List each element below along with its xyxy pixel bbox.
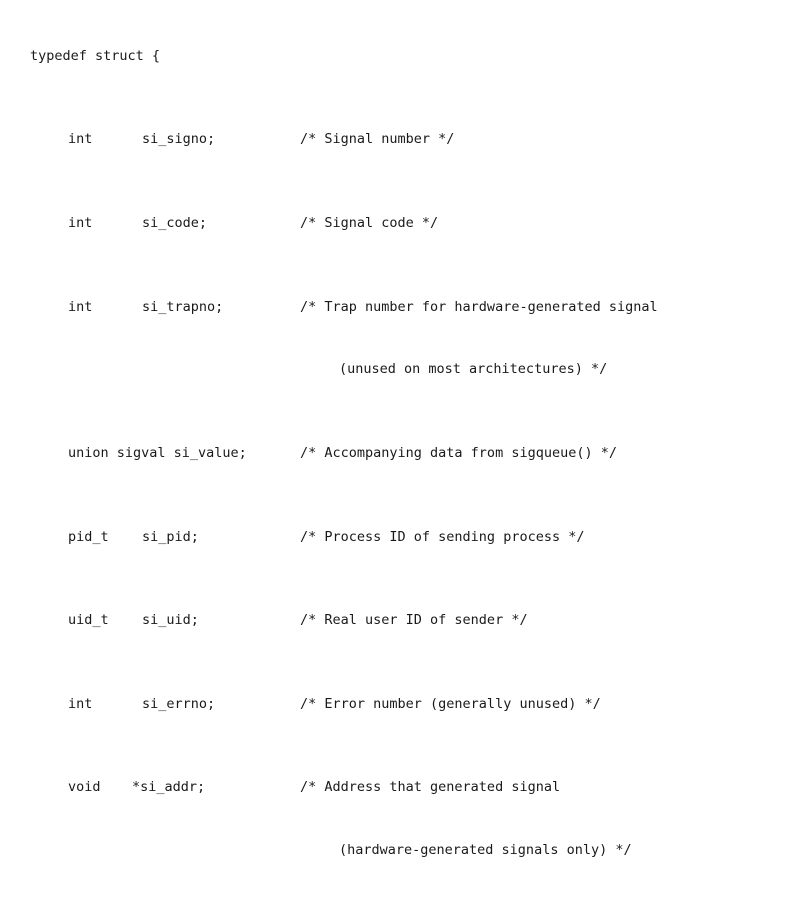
field-comment: /* Signal number */ [300, 131, 455, 148]
field-type: int [68, 695, 93, 712]
field-comment: /* Address that generated signal [300, 779, 561, 796]
field-comment-continued: (hardware-generated signals only) */ [339, 842, 632, 859]
field-comment: /* Signal code */ [300, 215, 439, 232]
field-comment-continued: (unused on most architectures) */ [339, 361, 608, 378]
field-name: si_code; [142, 215, 208, 232]
field-name: *si_addr; [132, 779, 206, 796]
code-line-si-value: union sigval si_value; /* Accompanying da… [30, 443, 666, 464]
field-name: si_pid; [142, 528, 199, 545]
field-type: int [68, 215, 93, 232]
code-line-si-addr: void *si_addr; /* Address that generated s… [30, 777, 666, 798]
field-comment: /* Accompanying data from sigqueue() */ [300, 444, 617, 461]
code-line-si-trapno: int si_trapno; /* Trap number for hardware… [30, 297, 666, 318]
field-type: void [68, 779, 101, 796]
field-comment: /* Process ID of sending process */ [300, 528, 585, 545]
code-line-si-errno: int si_errno; /* Error number (generally u… [30, 694, 666, 715]
field-type: uid_t [68, 612, 109, 629]
code-line-si-trapno-cont: (unused on most architectures) */ [30, 359, 666, 380]
code-line-si-pid: pid_t si_pid; /* Process ID of sending pro… [30, 527, 666, 548]
code-line-si-code: int si_code; /* Signal code */ [30, 213, 666, 234]
field-declaration: union sigval si_value; [68, 444, 247, 461]
code-line-si-uid: uid_t si_uid; /* Real user ID of sender */ [30, 610, 666, 631]
field-name: si_errno; [142, 695, 216, 712]
field-comment: /* Real user ID of sender */ [300, 612, 528, 629]
field-name: si_uid; [142, 612, 199, 629]
code-line-si-addr-cont: (hardware-generated signals only) */ [30, 840, 666, 861]
struct-header: typedef struct { [30, 47, 161, 64]
field-type: pid_t [68, 528, 109, 545]
field-name: si_trapno; [142, 298, 224, 315]
code-listing: typedef struct { int si_signo; /* Signal n… [30, 4, 666, 902]
field-type: int [68, 298, 93, 315]
field-comment: /* Trap number for hardware-generated si… [300, 298, 658, 315]
field-comment: /* Error number (generally unused) */ [300, 695, 601, 712]
field-type: int [68, 131, 93, 148]
field-name: si_signo; [142, 131, 216, 148]
code-line-si-signo: int si_signo; /* Signal number */ [30, 129, 666, 150]
